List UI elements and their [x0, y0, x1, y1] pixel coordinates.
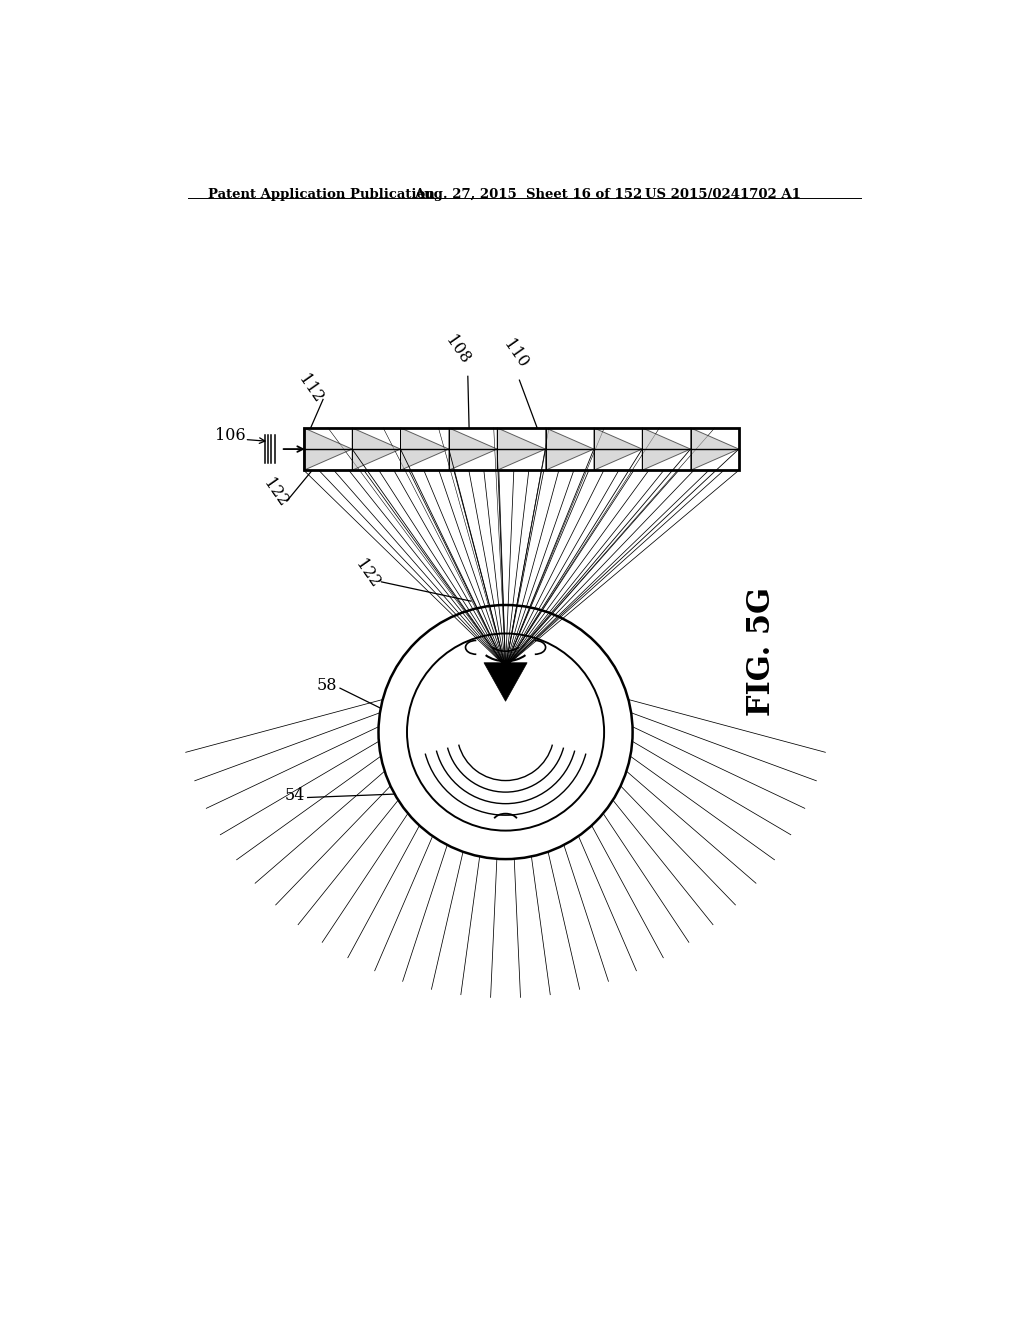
Circle shape [379, 605, 633, 859]
Polygon shape [546, 428, 594, 470]
Polygon shape [498, 428, 546, 470]
Polygon shape [449, 428, 498, 470]
Text: 110: 110 [500, 337, 531, 372]
Polygon shape [690, 428, 739, 470]
Text: FIG. 5G: FIG. 5G [746, 586, 777, 715]
Polygon shape [304, 428, 352, 470]
Bar [304, 428, 739, 470]
Polygon shape [594, 428, 642, 470]
Text: US 2015/0241702 A1: US 2015/0241702 A1 [645, 187, 801, 201]
Text: 108: 108 [442, 333, 473, 368]
Text: 58: 58 [316, 677, 337, 694]
Text: Aug. 27, 2015  Sheet 16 of 152: Aug. 27, 2015 Sheet 16 of 152 [414, 187, 642, 201]
Text: 122: 122 [260, 477, 291, 511]
Text: Patent Application Publication: Patent Application Publication [208, 187, 434, 201]
Circle shape [407, 634, 604, 830]
Text: 112: 112 [294, 372, 326, 407]
Polygon shape [642, 428, 690, 470]
Polygon shape [400, 428, 449, 470]
Polygon shape [498, 664, 513, 678]
Text: 106: 106 [215, 428, 246, 444]
Text: 122: 122 [352, 557, 383, 591]
Polygon shape [484, 663, 527, 701]
Text: 54: 54 [285, 787, 305, 804]
Polygon shape [352, 428, 400, 470]
Bar [304, 428, 739, 470]
